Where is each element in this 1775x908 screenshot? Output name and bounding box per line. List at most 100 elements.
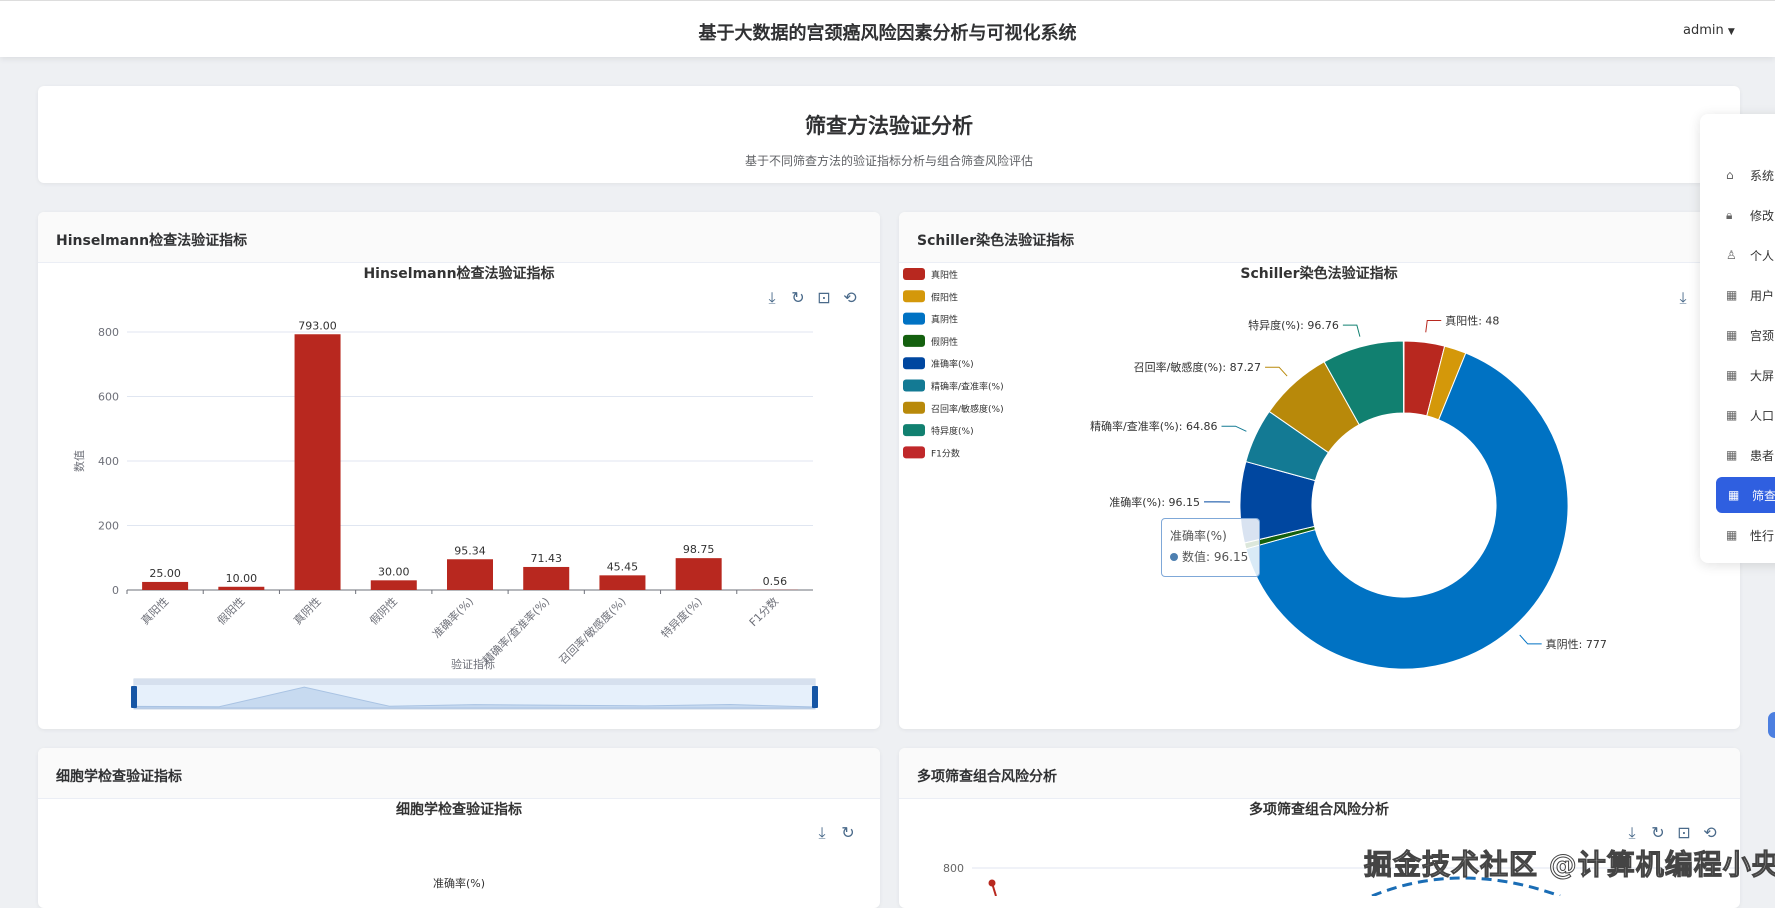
nav-item-label: 筛查 bbox=[1752, 487, 1775, 504]
nav-item[interactable]: ▦ 人口 bbox=[1700, 397, 1775, 433]
nav-item-label: 人口 bbox=[1750, 407, 1774, 424]
side-handle[interactable] bbox=[1768, 712, 1775, 738]
restore-icon[interactable]: ⟲ bbox=[843, 288, 857, 307]
nav-item[interactable]: ▦ 大屏 bbox=[1700, 357, 1775, 393]
grid-icon: ▦ bbox=[1726, 368, 1740, 382]
tooltip-dot bbox=[1170, 553, 1178, 561]
legend-swatch[interactable] bbox=[903, 290, 925, 302]
bar-value-label: 95.34 bbox=[454, 544, 486, 557]
nav-item[interactable]: ▦ 用户 bbox=[1700, 277, 1775, 313]
legend-label: 假阴性 bbox=[931, 336, 958, 348]
download-icon[interactable]: ⤓ bbox=[818, 823, 825, 842]
lock-icon: 🔒︎ bbox=[1726, 208, 1740, 223]
legend-swatch[interactable] bbox=[903, 402, 925, 414]
download-icon[interactable]: ⤓ bbox=[768, 288, 775, 307]
y-tick-label: 600 bbox=[98, 391, 119, 404]
y-tick-label: 200 bbox=[98, 520, 119, 533]
bar bbox=[218, 587, 264, 590]
tooltip-value: 数值: 96.15 bbox=[1182, 550, 1248, 564]
datazoom-handle-left[interactable] bbox=[131, 686, 137, 708]
nav-item[interactable]: ▦性行 bbox=[1700, 517, 1775, 553]
legend-swatch[interactable] bbox=[903, 335, 925, 347]
bar bbox=[447, 559, 493, 590]
grid-icon: ▦ bbox=[1728, 488, 1742, 502]
refresh-icon[interactable]: ↻ bbox=[1651, 823, 1664, 842]
nav-item[interactable]: 🔒︎ 修改 bbox=[1700, 197, 1775, 233]
bar-value-label: 10.00 bbox=[226, 572, 258, 585]
label-line bbox=[1265, 367, 1287, 376]
legend-label: 真阳性 bbox=[931, 269, 958, 281]
y-tick-label: 800 bbox=[98, 326, 119, 339]
slice-label: 精确率/查准率(%): 64.86 bbox=[1090, 419, 1217, 433]
nav-item-label: 患者 bbox=[1750, 447, 1774, 464]
nav-item-label: 用户 bbox=[1750, 287, 1774, 304]
refresh-icon[interactable]: ↻ bbox=[841, 823, 854, 842]
chart-tooltip: 准确率(%) 数值: 96.15 bbox=[1161, 518, 1260, 577]
pie-chart-title: Schiller染色法验证指标 bbox=[1240, 265, 1397, 282]
nav-item[interactable]: ♙个人 bbox=[1700, 237, 1775, 273]
bar-value-label: 793.00 bbox=[298, 319, 337, 332]
slice-label: 特异度(%): 96.76 bbox=[1248, 318, 1339, 332]
legend-swatch[interactable] bbox=[903, 424, 925, 436]
legend-label: 假阳性 bbox=[931, 291, 958, 303]
bar bbox=[371, 580, 417, 590]
label-line bbox=[1222, 426, 1247, 431]
legend-label: 特异度(%) bbox=[931, 425, 974, 437]
bar-value-label: 30.00 bbox=[378, 565, 410, 578]
grid-icon: ▦ bbox=[1726, 328, 1740, 342]
x-tick-label: 精确率/查准率(%) bbox=[480, 594, 553, 667]
cytology-label: 准确率(%) bbox=[433, 876, 485, 890]
nav-item-label: 大屏 bbox=[1750, 367, 1774, 384]
nav-item[interactable]: ⌂ 系统 bbox=[1700, 157, 1775, 193]
x-tick-label: 假阳性 bbox=[214, 594, 247, 627]
y-tick-label: 400 bbox=[98, 455, 119, 468]
grid-icon: ▦ bbox=[1726, 448, 1740, 462]
legend-label: 准确率(%) bbox=[931, 358, 974, 370]
grid-icon: ▦ bbox=[1726, 408, 1740, 422]
grid-icon: ▦ bbox=[1726, 528, 1740, 542]
nav-item[interactable]: ▦ 患者 bbox=[1700, 437, 1775, 473]
legend-swatch[interactable] bbox=[903, 446, 925, 458]
download-icon[interactable]: ⤓ bbox=[1628, 823, 1635, 842]
nav-item-label: 修改 bbox=[1750, 207, 1774, 224]
refresh-icon[interactable]: ↻ bbox=[791, 288, 804, 307]
legend-swatch[interactable] bbox=[903, 268, 925, 280]
grid-icon: ▦ bbox=[1726, 288, 1740, 302]
nav-item-label: 宫颈 bbox=[1750, 327, 1774, 344]
bar-value-label: 45.45 bbox=[607, 560, 639, 573]
tooltip-title: 准确率(%) bbox=[1170, 527, 1251, 544]
datazoom-handle-right[interactable] bbox=[812, 686, 818, 708]
x-tick-label: 假阴性 bbox=[367, 594, 400, 627]
home-icon: ⌂ bbox=[1726, 168, 1740, 182]
legend-swatch[interactable] bbox=[903, 313, 925, 325]
combo-y-tick: 800 bbox=[943, 862, 964, 875]
nav-item-label: 系统 bbox=[1750, 167, 1774, 184]
legend-swatch[interactable] bbox=[903, 357, 925, 369]
datazoom-bar bbox=[134, 679, 815, 685]
watermark: 掘金技术社区 @计算机编程小央姐 bbox=[1364, 843, 1775, 883]
x-tick-label: 特异度(%) bbox=[658, 594, 705, 641]
label-line bbox=[1520, 635, 1542, 644]
x-tick-label: 真阳性 bbox=[138, 594, 171, 627]
legend-swatch[interactable] bbox=[903, 380, 925, 392]
bar bbox=[599, 575, 645, 590]
y-tick-label: 0 bbox=[112, 584, 119, 597]
donut-slice bbox=[1403, 341, 1404, 413]
zoom-icon[interactable]: ⊡ bbox=[1677, 823, 1690, 842]
bar-chart: 020040060080025.00真阳性10.00假阳性793.00真阴性30… bbox=[73, 319, 818, 709]
nav-item[interactable]: ▦ 筛查 bbox=[1716, 477, 1775, 513]
x-tick-label: F1分数 bbox=[747, 595, 781, 629]
zoom-icon[interactable]: ⊡ bbox=[817, 288, 830, 307]
restore-icon[interactable]: ⟲ bbox=[1703, 823, 1717, 842]
bar bbox=[142, 582, 188, 590]
cytology-chart-title: 细胞学检查验证指标 bbox=[396, 801, 522, 818]
x-tick-label: 准确率(%) bbox=[429, 594, 476, 641]
bar bbox=[676, 558, 722, 590]
bar-value-label: 98.75 bbox=[683, 543, 715, 556]
nav-item[interactable]: ▦ 宫颈 bbox=[1700, 317, 1775, 353]
legend-label: 召回率/敏感度(%) bbox=[931, 403, 1004, 415]
label-line bbox=[1343, 325, 1360, 337]
bar-value-label: 25.00 bbox=[149, 567, 181, 580]
download-icon[interactable]: ⤓ bbox=[1679, 288, 1686, 307]
bar-value-label: 0.56 bbox=[763, 575, 788, 588]
